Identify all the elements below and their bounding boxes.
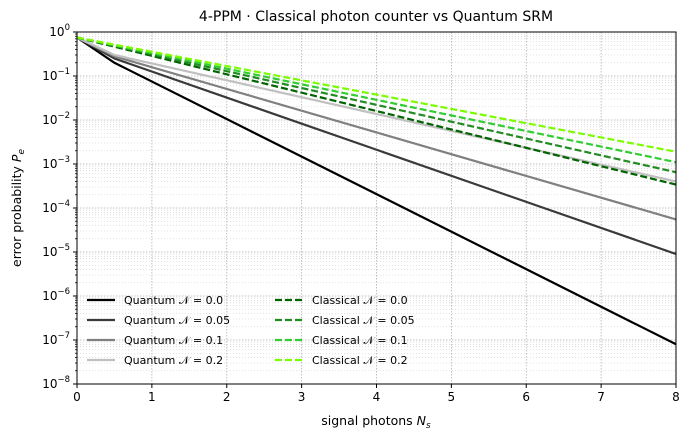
x-tick-label: 1	[148, 390, 156, 404]
legend-label: Quantum 𝒩 = 0.0	[124, 294, 223, 307]
x-tick-label: 4	[373, 390, 381, 404]
legend-entry: Classical 𝒩 = 0.05	[275, 314, 415, 327]
y-tick-label-exp: −7	[57, 331, 70, 341]
series-line-quantum-0p0	[76, 36, 677, 346]
x-tick-label: 5	[448, 390, 456, 404]
y-tick-label-base: 10	[42, 157, 57, 171]
legend-label: Quantum 𝒩 = 0.05	[124, 314, 230, 327]
y-tick-label-base: 10	[42, 245, 57, 259]
ticks: 0 1 2 3 4 5 6 7 810010−110−210−310−410−510−610−7…	[42, 23, 680, 404]
series-line-classical-0p05	[76, 36, 677, 174]
y-tick-label: 10−8	[42, 375, 70, 391]
y-tick-label-base: 10	[49, 25, 64, 39]
legend-entry: Classical 𝒩 = 0.1	[275, 334, 408, 347]
y-tick-label-exp: −1	[57, 67, 70, 77]
x-tick-label: 0	[73, 390, 81, 404]
y-tick-label-exp: −8	[57, 375, 70, 385]
legend-entry: Quantum 𝒩 = 0.05	[87, 314, 230, 327]
x-tick-label: 7	[597, 390, 605, 404]
y-tick-label-exp: −5	[57, 243, 70, 253]
series-line-classical-0p1	[76, 36, 677, 164]
y-axis-label-sub: e	[17, 149, 27, 155]
y-tick-label: 10−7	[42, 331, 70, 347]
series-line-classical-0p0	[76, 36, 677, 186]
legend-entry: Quantum 𝒩 = 0.1	[87, 334, 223, 347]
x-axis-label: signal photons Ns	[321, 413, 431, 431]
y-axis-label: error probability Pe	[9, 149, 27, 267]
legend-entry: Classical 𝒩 = 0.0	[275, 294, 408, 307]
y-axis-label-symbol: P	[9, 154, 24, 162]
legend-label: Classical 𝒩 = 0.05	[312, 314, 415, 327]
y-tick-label: 10−1	[42, 67, 70, 83]
y-axis-label-text: error probability	[9, 162, 24, 267]
y-tick-label: 10−5	[42, 243, 70, 259]
series-line-classical-0p2	[76, 36, 677, 153]
x-axis-label-symbol: N	[417, 413, 427, 428]
y-tick-label-base: 10	[42, 113, 57, 127]
x-axis-label-sub: s	[426, 421, 431, 431]
y-tick-label-exp: −2	[57, 111, 70, 121]
y-tick-label: 10−3	[42, 155, 70, 171]
legend-entry: Quantum 𝒩 = 0.2	[87, 354, 223, 367]
y-tick-label-base: 10	[42, 377, 57, 391]
x-tick-label: 8	[672, 390, 680, 404]
legend-label: Classical 𝒩 = 0.1	[312, 334, 408, 347]
legend-label: Classical 𝒩 = 0.0	[312, 294, 408, 307]
legend-entry: Classical 𝒩 = 0.2	[275, 354, 408, 367]
y-tick-label-base: 10	[42, 333, 57, 347]
y-tick-label-exp: −4	[57, 199, 70, 209]
y-tick-label: 10−4	[42, 199, 70, 215]
y-tick-label-base: 10	[42, 69, 57, 83]
x-axis-label-text: signal photons	[321, 413, 416, 428]
series-layer	[76, 36, 677, 346]
legend: Quantum 𝒩 = 0.0 Quantum 𝒩 = 0.05 Quantum 𝒩…	[87, 294, 415, 367]
legend-label: Quantum 𝒩 = 0.1	[124, 334, 223, 347]
x-tick-label: 3	[298, 390, 306, 404]
y-tick-label-exp: −3	[57, 155, 70, 165]
y-tick-label-exp: 0	[65, 23, 70, 33]
y-tick-label-base: 10	[42, 289, 57, 303]
legend-entry: Quantum 𝒩 = 0.0	[87, 294, 223, 307]
y-tick-label: 10−6	[42, 287, 70, 303]
y-tick-label-base: 10	[42, 201, 57, 215]
y-tick-label-exp: −6	[57, 287, 70, 297]
legend-label: Classical 𝒩 = 0.2	[312, 354, 408, 367]
y-tick-label: 10−2	[42, 111, 70, 127]
chart-title: 4-PPM · Classical photon counter vs Quan…	[199, 9, 553, 25]
y-tick-label: 100	[49, 23, 70, 39]
legend-label: Quantum 𝒩 = 0.2	[124, 354, 223, 367]
x-tick-label: 2	[223, 390, 231, 404]
x-tick-label: 6	[522, 390, 530, 404]
